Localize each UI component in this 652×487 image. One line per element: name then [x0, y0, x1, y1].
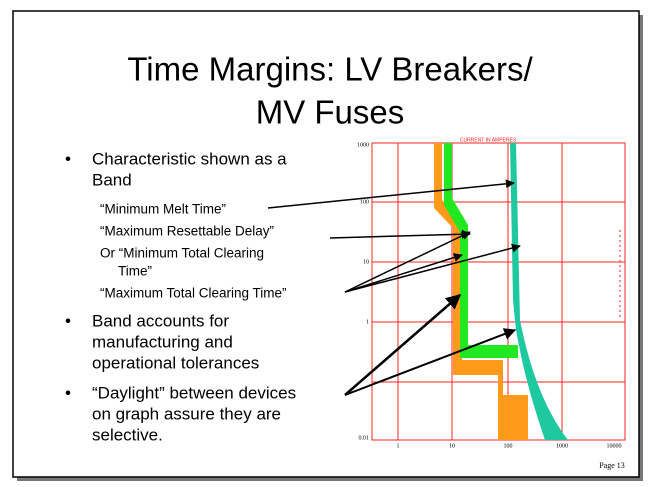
fuse-band	[510, 143, 568, 440]
y-label: 1	[366, 319, 369, 325]
arrow	[344, 294, 462, 396]
arrow	[344, 231, 471, 293]
x-label: 100	[504, 443, 513, 449]
bullet-text: Band accounts for	[92, 311, 229, 330]
sub-item: “Maximum Total Clearing Time”	[100, 286, 287, 301]
x-label: 1000	[556, 443, 568, 449]
graph-heading: CURRENT IN AMPERES	[460, 137, 517, 143]
bullet: •	[65, 149, 71, 168]
arrow	[344, 328, 517, 396]
y-label: 0.01	[359, 435, 370, 441]
y-label: 1000	[357, 142, 369, 148]
x-label: 1	[397, 443, 400, 449]
bullet-text: “Daylight” between devices	[92, 383, 296, 402]
x-label: 10	[449, 443, 455, 449]
x-label: 10000	[607, 443, 622, 449]
sub-item: Time”	[118, 264, 152, 279]
bullet-text: selective.	[92, 425, 163, 444]
bullet-text: Characteristic shown as a	[92, 149, 287, 168]
bullet-text: manufacturing and	[92, 332, 233, 351]
bullet-text: Band	[92, 170, 132, 189]
sub-item: Or “Minimum Total Clearing	[100, 246, 264, 261]
breaker-delay-band	[444, 143, 518, 358]
title-line: MV Fuses	[256, 94, 405, 131]
arrow	[344, 243, 521, 293]
bullet-text: on graph assure they are	[92, 404, 281, 423]
y-label: 100	[360, 199, 369, 205]
arrow	[344, 253, 463, 293]
arrow	[329, 229, 471, 239]
title-line: Time Margins: LV Breakers/	[127, 51, 533, 88]
page-number: Page 13	[599, 461, 625, 470]
sub-item: “Minimum Melt Time”	[100, 202, 226, 217]
bullet: •	[65, 311, 71, 330]
arrow	[267, 179, 515, 209]
bullet: •	[65, 383, 71, 402]
y-label: 10	[363, 259, 369, 265]
graph: CURRENT IN AMPERES 1000 100 10 1 0.01 1 …	[357, 137, 626, 449]
arrows	[267, 179, 521, 396]
bullet-text: operational tolerances	[92, 353, 259, 372]
sub-item: “Maximum Resettable Delay”	[100, 224, 274, 239]
